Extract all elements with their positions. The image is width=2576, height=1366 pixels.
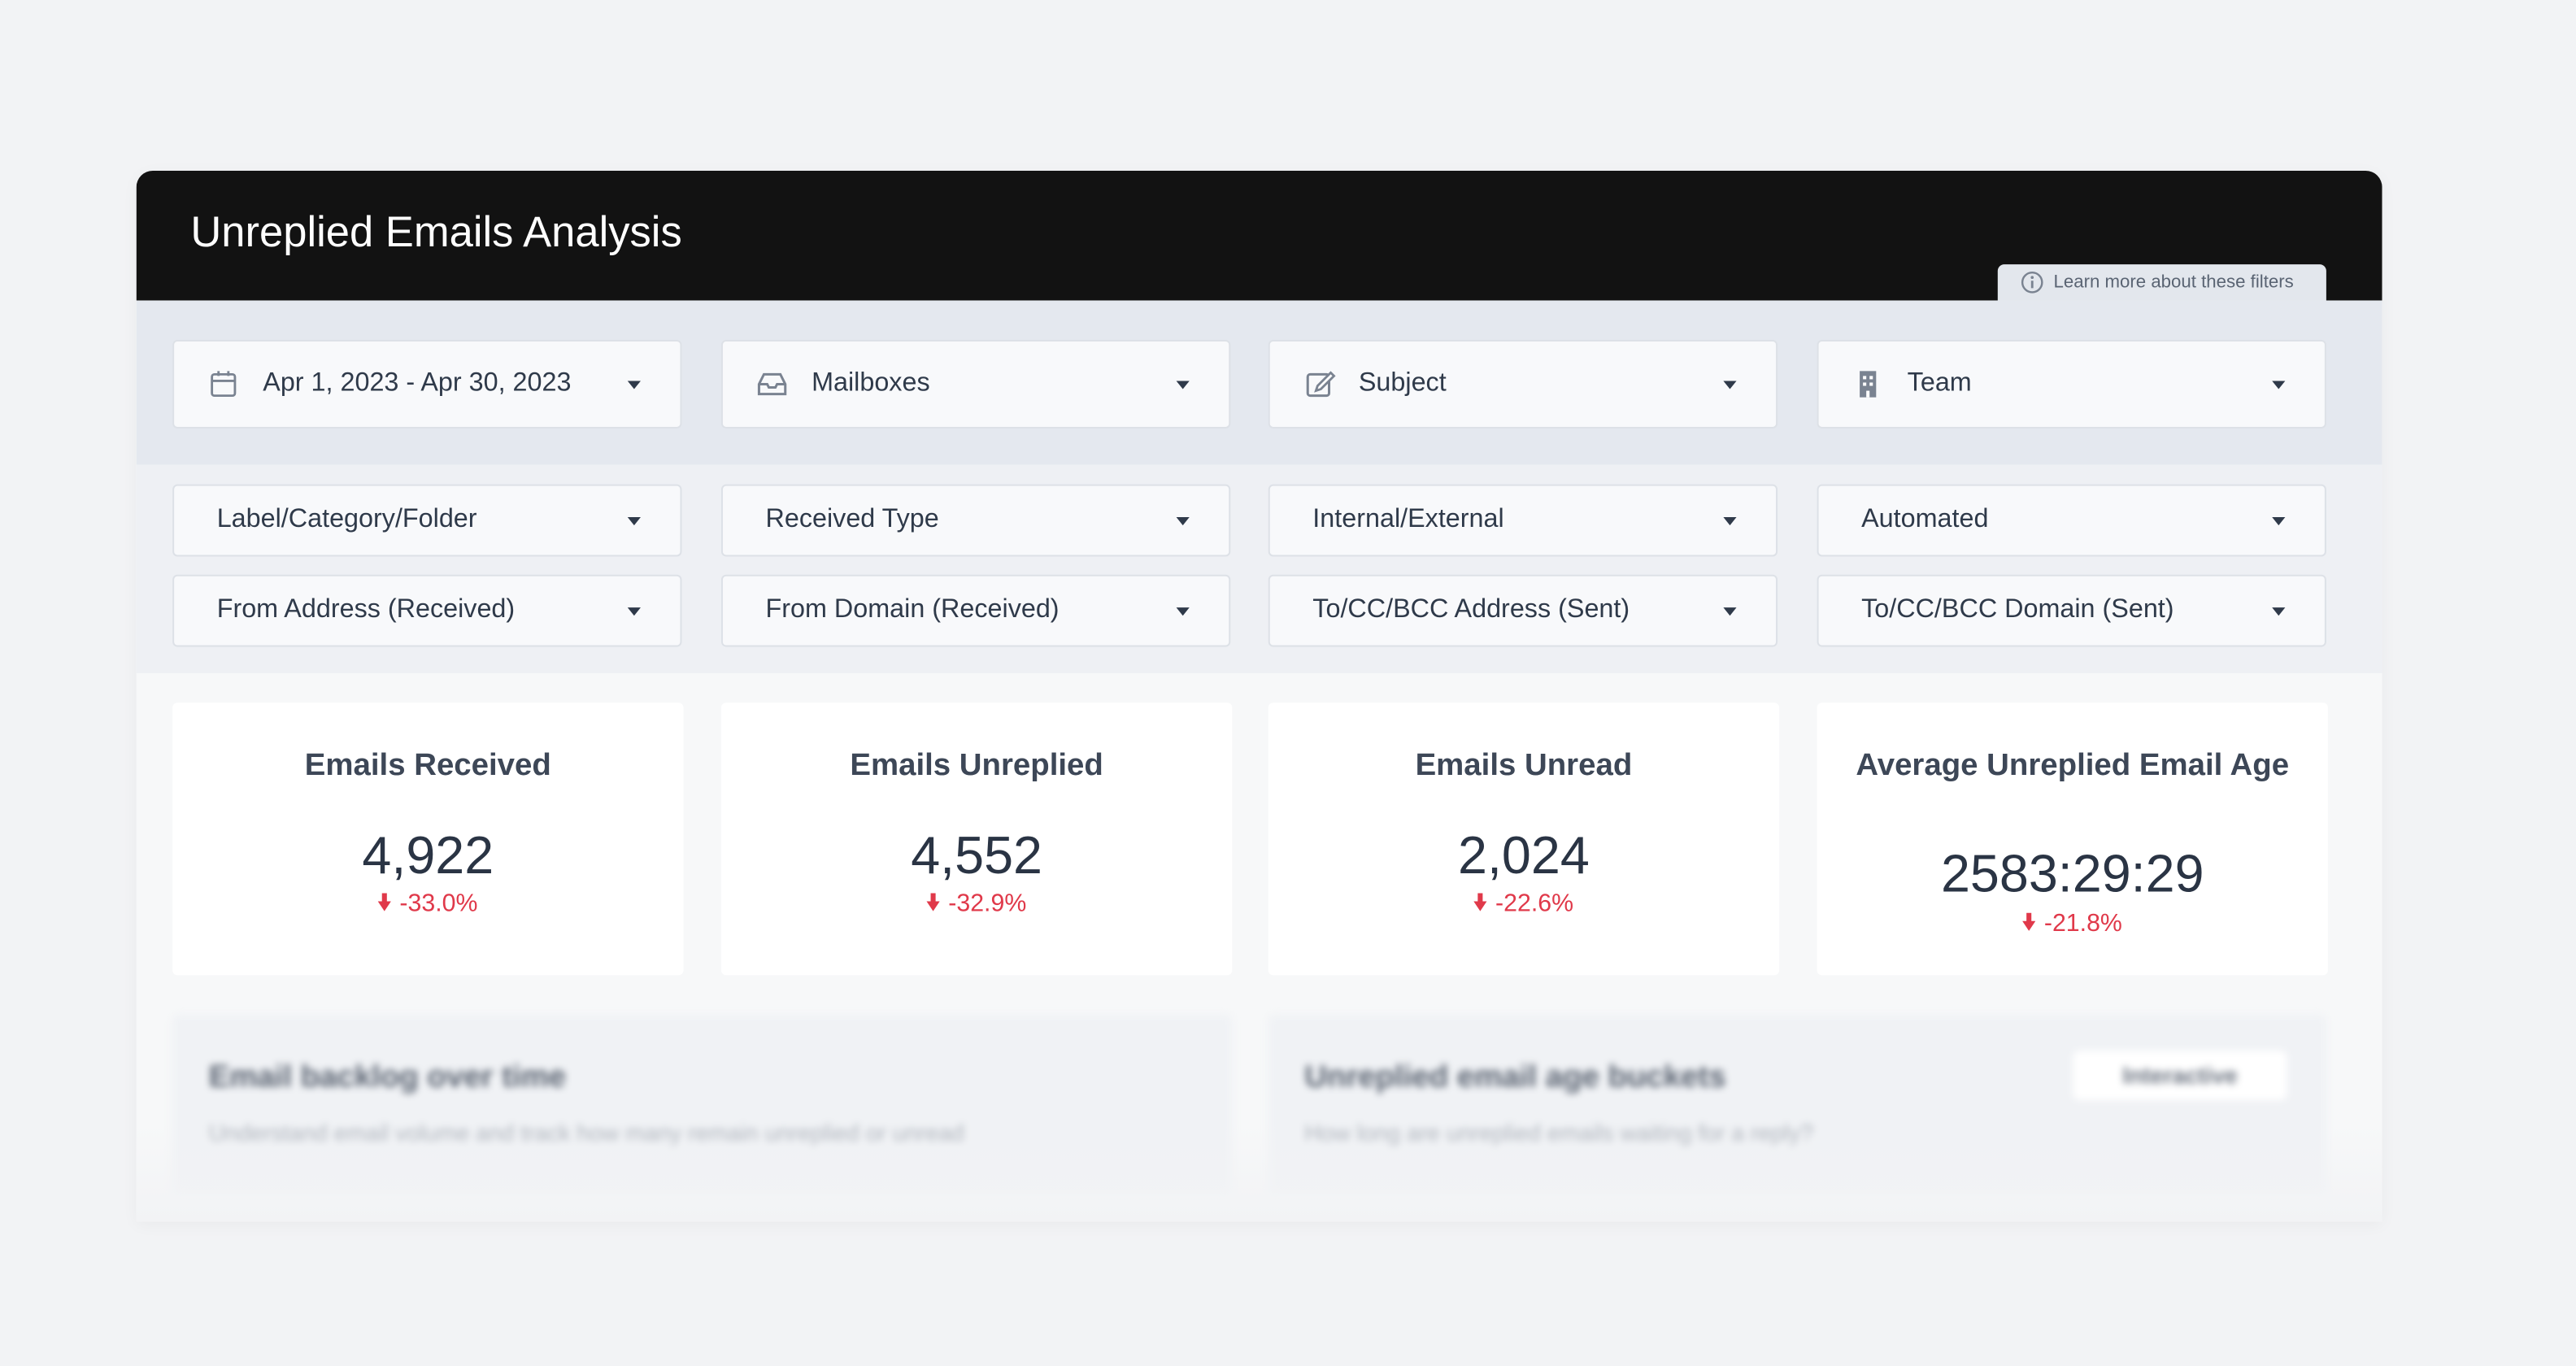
filter-label: Automated (1861, 505, 1989, 534)
section-badge[interactable]: Interactive (2073, 1051, 2287, 1100)
filter-icon (1860, 371, 1877, 398)
info-link-text: Learn more about these filters (2053, 272, 2294, 293)
section-title: Unreplied email age buckets (1304, 1060, 1726, 1095)
filter-label: Team (1907, 369, 1972, 398)
filter-dropdown[interactable]: From Address (Received) (172, 574, 682, 647)
metric-title: Emails Unreplied (850, 748, 1103, 784)
metric-title: Emails Unread (1415, 748, 1633, 784)
dashboard: Unreplied Emails Analysis Learn more abo… (136, 170, 2382, 1222)
metric-change: -33.0% (172, 890, 683, 918)
filter-label: To/CC/BCC Address (Sent) (1312, 595, 1630, 624)
metric-change-text: -32.9% (948, 890, 1027, 918)
filter-label: Subject (1358, 369, 1447, 398)
filter-dropdown[interactable]: From Domain (Received) (720, 574, 1231, 647)
dropdown-caret (1723, 380, 1737, 389)
fade (136, 1123, 2382, 1222)
info-icon (2021, 271, 2043, 294)
metric-change: -22.6% (1268, 890, 1779, 918)
down-arrow (2022, 912, 2036, 931)
filter-label: Received Type (765, 505, 939, 534)
metric-card: Emails Unreplied 4,552 -32.9% (720, 703, 1233, 976)
filter-label: Internal/External (1312, 505, 1504, 534)
filter-dropdown[interactable]: Received Type (720, 484, 1231, 557)
metric-value: 2583:29:29 (1940, 843, 2204, 903)
metric-change: -21.8% (1817, 910, 2328, 937)
down-arrow (1473, 893, 1487, 911)
down-arrow (378, 893, 392, 911)
filter-dropdown[interactable]: Apr 1, 2023 - Apr 30, 2023 (172, 339, 682, 429)
metric-change-text: -33.0% (399, 890, 478, 918)
dropdown-caret (627, 516, 641, 525)
filter-label: Mailboxes (812, 369, 930, 398)
filter-dropdown[interactable]: Label/Category/Folder (172, 484, 682, 557)
filter-icon (1306, 371, 1336, 398)
dropdown-caret (2272, 607, 2286, 616)
filter-label: From Address (Received) (216, 595, 516, 624)
metric-value: 4,922 (362, 825, 494, 885)
metric-change-text: -22.6% (1495, 890, 1574, 918)
filter-dropdown[interactable]: To/CC/BCC Address (Sent) (1268, 574, 1778, 647)
filter-label: From Domain (Received) (765, 595, 1060, 624)
metric-change-text: -21.8% (2043, 909, 2122, 937)
filter-label: Label/Category/Folder (216, 505, 477, 534)
metric-title: Average Unreplied Email Age (1856, 748, 2290, 784)
dropdown-caret (2272, 516, 2286, 525)
filter-dropdown[interactable]: To/CC/BCC Domain (Sent) (1817, 574, 2326, 647)
dashboard-title: Unreplied Emails Analysis (190, 207, 682, 256)
metric-card: Emails Received 4,922 -33.0% (172, 703, 684, 976)
dropdown-caret (1723, 607, 1737, 616)
metric-value: 4,552 (911, 825, 1043, 885)
dropdown-caret (1723, 516, 1737, 525)
filter-dropdown[interactable]: Automated (1817, 484, 2326, 557)
info-link[interactable]: Learn more about these filters (1997, 264, 2326, 301)
header: Unreplied Emails Analysis Learn more abo… (136, 170, 2382, 301)
dropdown-caret (627, 380, 641, 389)
metric-title: Emails Received (304, 748, 551, 784)
section-title: Email backlog over time (208, 1060, 567, 1095)
dropdown-caret (1176, 516, 1190, 525)
metric-value: 2,024 (1458, 825, 1590, 885)
dropdown-caret (1176, 380, 1190, 389)
metric-change: -32.9% (721, 890, 1232, 918)
filter-dropdown[interactable]: Mailboxes (720, 339, 1231, 429)
dropdown-caret (2272, 380, 2286, 389)
dropdown-caret (627, 607, 641, 616)
filter-dropdown[interactable]: Subject (1268, 339, 1778, 429)
filter-label: Apr 1, 2023 - Apr 30, 2023 (263, 369, 572, 398)
filter-icon (211, 371, 237, 398)
filter-dropdown[interactable]: Internal/External (1268, 484, 1778, 557)
filter-icon (757, 372, 787, 396)
filter-label: To/CC/BCC Domain (Sent) (1861, 595, 2174, 624)
filter-dropdown[interactable]: Team (1817, 339, 2326, 429)
down-arrow (926, 893, 941, 911)
dropdown-caret (1176, 607, 1190, 616)
metric-card: Emails Unread 2,024 -22.6% (1268, 703, 1780, 976)
metric-card: Average Unreplied Email Age 2583:29:29 -21… (1817, 703, 2328, 976)
